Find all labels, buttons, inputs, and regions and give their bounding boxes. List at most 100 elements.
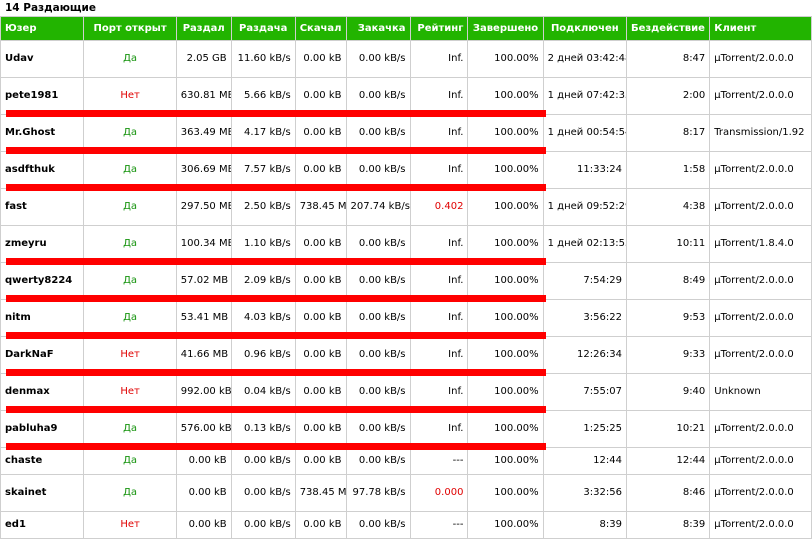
- upload-speed-cell: 0.00 kB/s: [230, 447, 296, 475]
- column-header-uploaded[interactable]: Раздал: [175, 16, 232, 41]
- downloaded-cell: 0.00 kB: [294, 299, 347, 337]
- downloaded-cell: 0.00 kB: [294, 511, 347, 539]
- table-row: qwerty8224 Да 57.02 MB 2.09 kB/s 0.00 kB 0.00…: [0, 262, 812, 300]
- column-header-completed[interactable]: Завершено: [467, 16, 544, 41]
- completed-cell: 100.00%: [467, 40, 544, 78]
- column-header-client[interactable]: Клиент: [709, 16, 812, 41]
- upload-speed-cell: 2.50 kB/s: [230, 188, 296, 226]
- idle-cell: 10:21: [625, 410, 711, 448]
- table-row: Udav Да 2.05 GB 11.60 kB/s 0.00 kB 0.00 kB/s I…: [0, 40, 812, 78]
- download-speed-cell: 0.00 kB/s: [345, 410, 411, 448]
- connected-cell: 1:25:25: [542, 410, 627, 448]
- idle-cell: 8:49: [625, 262, 711, 300]
- completed-cell: 100.00%: [467, 447, 544, 475]
- table-row: zmeyru Да 100.34 MB 1.10 kB/s 0.00 kB 0.00 kB…: [0, 225, 812, 263]
- idle-cell: 9:40: [625, 373, 711, 411]
- idle-cell: 9:53: [625, 299, 711, 337]
- idle-cell: 12:44: [625, 447, 711, 475]
- upload-speed-cell: 7.57 kB/s: [230, 151, 296, 189]
- column-header-down-speed[interactable]: Закачка: [345, 16, 411, 41]
- connected-cell: 3:32:56: [542, 474, 627, 512]
- table-row: DarkNaF Нет 41.66 MB 0.96 kB/s 0.00 kB 0.00 k…: [0, 336, 812, 374]
- client-cell: µTorrent/2.0.0.0: [709, 188, 812, 226]
- user-cell: ed1: [0, 511, 85, 539]
- port-status-cell: Да: [83, 40, 177, 78]
- connected-cell: 8:39: [542, 511, 627, 539]
- uploaded-cell: 2.05 GB: [175, 40, 232, 78]
- port-status-cell: Да: [83, 410, 177, 448]
- client-cell: µTorrent/2.0.0.0: [709, 77, 812, 115]
- rating-cell: Inf.: [409, 373, 469, 411]
- client-cell: µTorrent/2.0.0.0: [709, 151, 812, 189]
- idle-cell: 8:39: [625, 511, 711, 539]
- rating-cell: Inf.: [409, 40, 469, 78]
- idle-cell: 2:00: [625, 77, 711, 115]
- peers-table: Юзер Порт открыт Раздал Раздача Скачал З…: [0, 16, 812, 539]
- port-status-cell: Да: [83, 447, 177, 475]
- column-header-idle[interactable]: Бездействие: [625, 16, 711, 41]
- connected-cell: 12:44: [542, 447, 627, 475]
- column-header-connected[interactable]: Подключен: [542, 16, 627, 41]
- column-header-up-speed[interactable]: Раздача: [230, 16, 296, 41]
- rating-cell: Inf.: [409, 299, 469, 337]
- uploaded-cell: 0.00 kB: [175, 474, 232, 512]
- idle-cell: 8:17: [625, 114, 711, 152]
- completed-cell: 100.00%: [467, 474, 544, 512]
- port-status-cell: Да: [83, 474, 177, 512]
- port-status-cell: Нет: [83, 373, 177, 411]
- user-cell: fast: [0, 188, 85, 226]
- column-header-port[interactable]: Порт открыт: [83, 16, 177, 41]
- port-status-cell: Нет: [83, 511, 177, 539]
- idle-cell: 1:58: [625, 151, 711, 189]
- rating-cell: Inf.: [409, 114, 469, 152]
- page-title: 14 Раздающие: [5, 2, 97, 14]
- uploaded-cell: 297.50 MB: [175, 188, 232, 226]
- client-cell: µTorrent/2.0.0.0: [709, 40, 812, 78]
- column-header-rating[interactable]: Рейтинг: [409, 16, 469, 41]
- idle-cell: 9:33: [625, 336, 711, 374]
- download-speed-cell: 0.00 kB/s: [345, 447, 411, 475]
- download-speed-cell: 0.00 kB/s: [345, 336, 411, 374]
- connected-cell: 3:56:22: [542, 299, 627, 337]
- table-row: chaste Да 0.00 kB 0.00 kB/s 0.00 kB 0.00 kB/s…: [0, 447, 812, 475]
- download-speed-cell: 0.00 kB/s: [345, 225, 411, 263]
- redaction-mark: [6, 442, 546, 450]
- download-speed-cell: 207.74 kB/s: [345, 188, 411, 226]
- idle-cell: 4:38: [625, 188, 711, 226]
- uploaded-cell: 0.00 kB: [175, 511, 232, 539]
- download-speed-cell: 0.00 kB/s: [345, 40, 411, 78]
- user-cell: denmax: [0, 373, 85, 411]
- client-cell: µTorrent/2.0.0.0: [709, 336, 812, 374]
- client-cell: µTorrent/1.8.4.0: [709, 225, 812, 263]
- connected-cell: 1 дней 02:13:53: [542, 225, 627, 263]
- table-row: pabluha9 Да 576.00 kB 0.13 kB/s 0.00 kB 0.00 …: [0, 410, 812, 448]
- redaction-mark: [6, 405, 546, 413]
- idle-cell: 10:11: [625, 225, 711, 263]
- upload-speed-cell: 2.09 kB/s: [230, 262, 296, 300]
- redaction-mark: [6, 109, 546, 117]
- user-cell: skainet: [0, 474, 85, 512]
- rating-cell: 0.402: [409, 188, 469, 226]
- rating-cell: ---: [409, 511, 469, 539]
- download-speed-cell: 0.00 kB/s: [345, 511, 411, 539]
- downloaded-cell: 0.00 kB: [294, 410, 347, 448]
- connected-cell: 1 дней 07:42:35: [542, 77, 627, 115]
- redaction-mark: [6, 146, 546, 154]
- redaction-mark: [6, 183, 546, 191]
- port-status-cell: Да: [83, 225, 177, 263]
- downloaded-cell: 0.00 kB: [294, 40, 347, 78]
- rating-cell: 0.000: [409, 474, 469, 512]
- upload-speed-cell: 0.00 kB/s: [230, 511, 296, 539]
- downloaded-cell: 738.45 MB: [294, 188, 347, 226]
- client-cell: µTorrent/2.0.0.0: [709, 447, 812, 475]
- client-cell: µTorrent/2.0.0.0: [709, 262, 812, 300]
- user-cell: chaste: [0, 447, 85, 475]
- completed-cell: 100.00%: [467, 336, 544, 374]
- downloaded-cell: 0.00 kB: [294, 373, 347, 411]
- column-header-downloaded[interactable]: Скачал: [294, 16, 347, 41]
- table-row: ed1 Нет 0.00 kB 0.00 kB/s 0.00 kB 0.00 kB/s --…: [0, 511, 812, 539]
- redaction-mark: [6, 368, 546, 376]
- client-cell: µTorrent/2.0.0.0: [709, 299, 812, 337]
- column-header-user[interactable]: Юзер: [0, 16, 85, 41]
- rating-cell: Inf.: [409, 336, 469, 374]
